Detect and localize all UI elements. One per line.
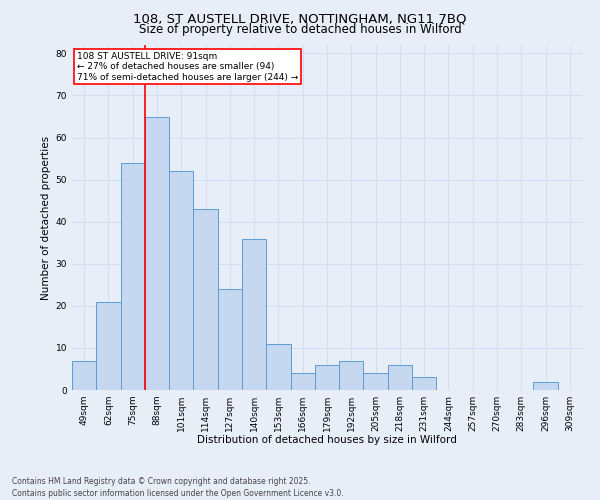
Bar [96,302,121,390]
Bar [339,360,364,390]
Bar [242,238,266,390]
Bar [121,163,145,390]
Bar [266,344,290,390]
Bar [218,289,242,390]
Bar [290,373,315,390]
Text: 108, ST AUSTELL DRIVE, NOTTINGHAM, NG11 7BQ: 108, ST AUSTELL DRIVE, NOTTINGHAM, NG11 … [133,12,467,26]
Bar [533,382,558,390]
Text: 108 ST AUSTELL DRIVE: 91sqm
← 27% of detached houses are smaller (94)
71% of sem: 108 ST AUSTELL DRIVE: 91sqm ← 27% of det… [77,52,298,82]
Bar [72,360,96,390]
Bar [412,378,436,390]
Bar [364,373,388,390]
Bar [169,171,193,390]
Y-axis label: Number of detached properties: Number of detached properties [41,136,52,300]
X-axis label: Distribution of detached houses by size in Wilford: Distribution of detached houses by size … [197,436,457,446]
Text: Contains HM Land Registry data © Crown copyright and database right 2025.
Contai: Contains HM Land Registry data © Crown c… [12,476,344,498]
Bar [315,365,339,390]
Bar [145,116,169,390]
Bar [193,209,218,390]
Bar [388,365,412,390]
Text: Size of property relative to detached houses in Wilford: Size of property relative to detached ho… [139,22,461,36]
